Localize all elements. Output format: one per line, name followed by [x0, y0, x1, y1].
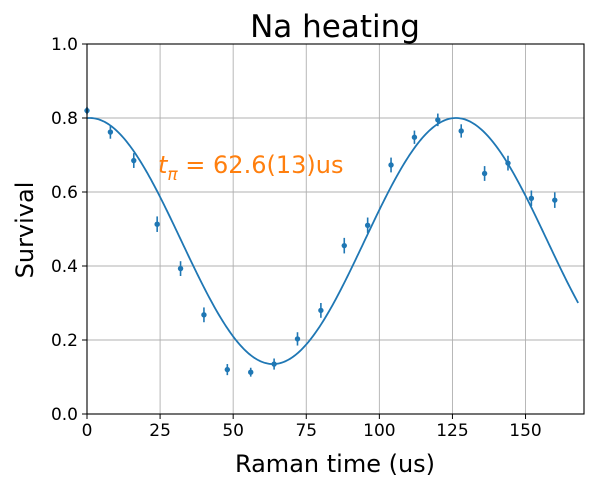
y-tick-label-1: 0.2	[51, 331, 78, 351]
y-axis-ticks: 0.0 0.2 0.4 0.6 0.8 1.0	[51, 35, 87, 425]
y-tick-label-3: 0.6	[51, 183, 78, 203]
annotation-symbol: t	[158, 151, 169, 179]
data-point-11	[341, 242, 347, 249]
x-tick-label-3: 75	[295, 421, 317, 441]
x-axis-label: Raman time (us)	[235, 450, 435, 478]
x-tick-label-1: 25	[149, 421, 171, 441]
data-point-7	[248, 369, 254, 375]
data-point-15	[435, 117, 441, 123]
data-points-layer	[84, 106, 558, 377]
x-axis-ticks: 0 25 50 75 100 125 150	[82, 414, 542, 441]
data-point-5	[201, 312, 207, 318]
plot-frame	[86, 43, 585, 415]
data-point-18	[505, 160, 511, 166]
x-tick-label-4: 100	[363, 421, 395, 441]
y-axis-label: Survival	[11, 182, 39, 279]
y-tick-label-5: 1.0	[51, 35, 78, 55]
x-tick-label-2: 50	[222, 421, 244, 441]
data-point-10	[318, 307, 324, 314]
data-point-1	[107, 129, 114, 135]
y-tick-label-2: 0.4	[51, 257, 78, 277]
data-point-4	[177, 265, 184, 272]
data-point-6	[224, 366, 231, 373]
data-point-13	[388, 162, 394, 168]
data-point-17	[481, 170, 488, 177]
grid	[86, 43, 584, 415]
data-point-9	[294, 336, 301, 342]
fit-annotation: tπ = 62.6(13)us	[158, 151, 343, 185]
fit-curve-layer	[86, 117, 579, 365]
y-tick-label-0: 0.0	[51, 405, 78, 425]
x-tick-label-6: 150	[509, 421, 541, 441]
annotation-subscript: π	[167, 165, 178, 185]
y-tick-label-4: 0.8	[51, 109, 78, 129]
annotation-value: = 62.6(13)us	[178, 151, 344, 179]
x-tick-label-5: 125	[436, 421, 468, 441]
chart-title: Na heating	[250, 9, 420, 45]
data-point-2	[131, 157, 137, 164]
data-point-3	[154, 221, 160, 227]
data-point-20	[552, 197, 558, 203]
data-point-14	[411, 134, 418, 140]
x-tick-label-0: 0	[82, 421, 93, 441]
data-point-19	[528, 195, 535, 201]
data-point-16	[458, 128, 464, 134]
data-point-12	[364, 222, 371, 228]
fit-curve	[86, 117, 579, 365]
data-point-8	[271, 361, 277, 367]
